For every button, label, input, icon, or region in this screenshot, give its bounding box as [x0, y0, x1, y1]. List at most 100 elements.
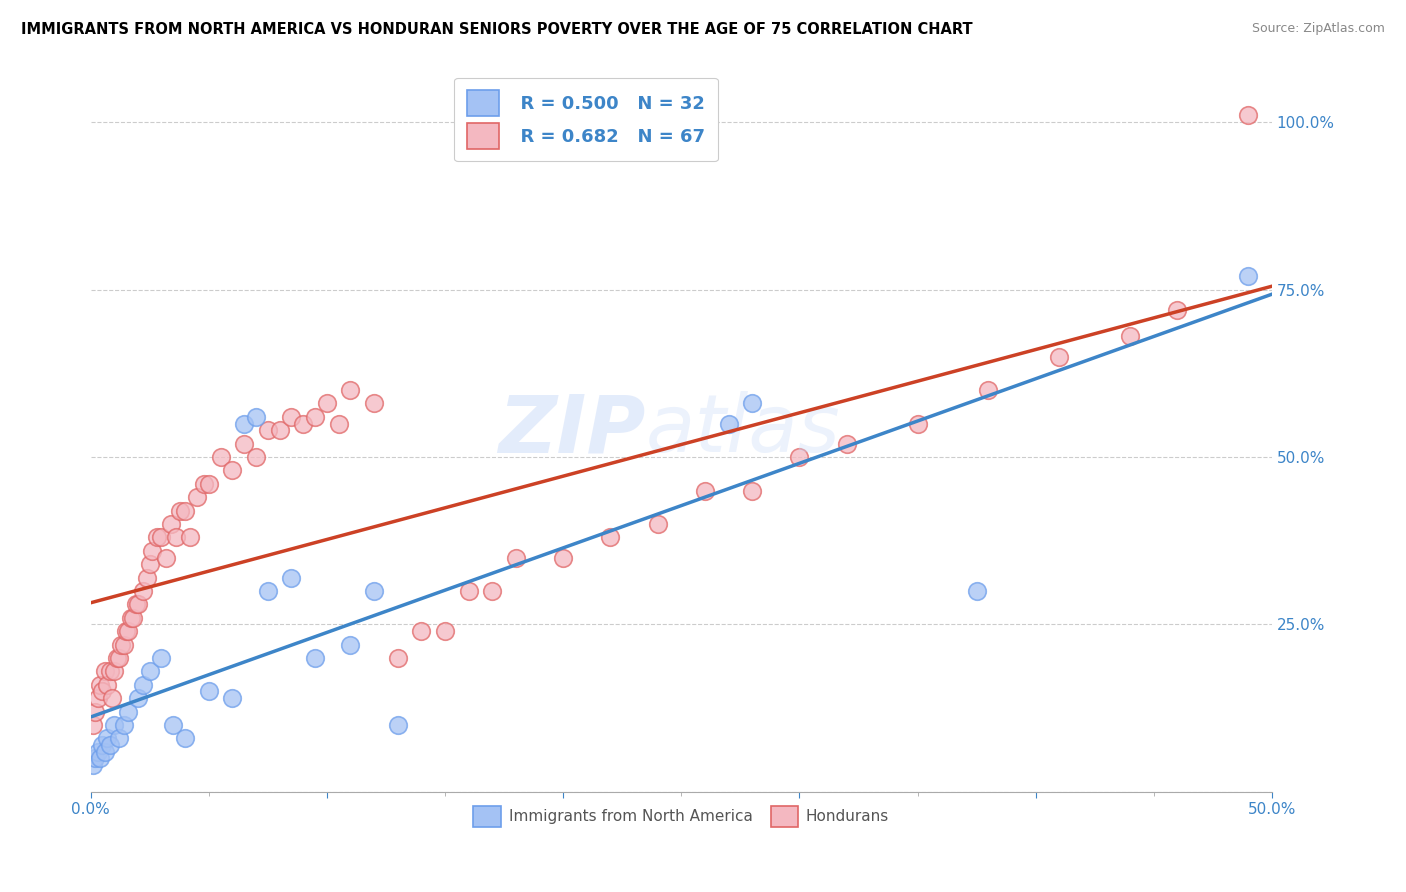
Point	[110, 638, 132, 652]
Point	[193, 476, 215, 491]
Point	[387, 718, 409, 732]
Point	[150, 651, 173, 665]
Point	[197, 476, 219, 491]
Point	[1047, 350, 1070, 364]
Point	[122, 611, 145, 625]
Point	[117, 624, 139, 639]
Point	[98, 738, 121, 752]
Point	[328, 417, 350, 431]
Point	[98, 665, 121, 679]
Point	[1119, 329, 1142, 343]
Point	[245, 409, 267, 424]
Point	[411, 624, 433, 639]
Point	[553, 550, 575, 565]
Point	[112, 718, 135, 732]
Point	[256, 584, 278, 599]
Point	[221, 691, 243, 706]
Point	[457, 584, 479, 599]
Text: IMMIGRANTS FROM NORTH AMERICA VS HONDURAN SENIORS POVERTY OVER THE AGE OF 75 COR: IMMIGRANTS FROM NORTH AMERICA VS HONDURA…	[21, 22, 973, 37]
Point	[131, 584, 153, 599]
Point	[174, 731, 197, 746]
Point	[138, 558, 160, 572]
Point	[108, 651, 131, 665]
Point	[94, 665, 117, 679]
Legend: Immigrants from North America, Hondurans: Immigrants from North America, Hondurans	[465, 798, 897, 835]
Point	[150, 530, 173, 544]
Point	[186, 490, 208, 504]
Point	[339, 383, 361, 397]
Point	[86, 745, 108, 759]
Point	[363, 584, 385, 599]
Point	[105, 651, 128, 665]
Point	[84, 705, 107, 719]
Point	[101, 691, 124, 706]
Point	[269, 423, 291, 437]
Point	[131, 678, 153, 692]
Point	[141, 544, 163, 558]
Point	[789, 450, 811, 464]
Point	[124, 598, 146, 612]
Point	[304, 651, 326, 665]
Point	[117, 705, 139, 719]
Point	[82, 758, 104, 772]
Point	[304, 409, 326, 424]
Point	[89, 678, 111, 692]
Point	[977, 383, 1000, 397]
Point	[169, 503, 191, 517]
Point	[174, 503, 197, 517]
Text: ZIP: ZIP	[499, 392, 645, 469]
Point	[91, 738, 114, 752]
Point	[387, 651, 409, 665]
Point	[89, 751, 111, 765]
Point	[84, 751, 107, 765]
Point	[145, 530, 167, 544]
Text: Source: ZipAtlas.com: Source: ZipAtlas.com	[1251, 22, 1385, 36]
Point	[835, 436, 858, 450]
Point	[120, 611, 142, 625]
Point	[233, 417, 256, 431]
Text: atlas: atlas	[645, 392, 841, 469]
Point	[127, 691, 149, 706]
Point	[233, 436, 256, 450]
Point	[717, 417, 740, 431]
Point	[292, 417, 315, 431]
Point	[136, 571, 159, 585]
Point	[160, 516, 183, 531]
Point	[315, 396, 337, 410]
Point	[112, 638, 135, 652]
Point	[138, 665, 160, 679]
Point	[115, 624, 138, 639]
Point	[103, 665, 125, 679]
Point	[245, 450, 267, 464]
Point	[165, 530, 187, 544]
Point	[82, 718, 104, 732]
Point	[162, 718, 184, 732]
Point	[434, 624, 457, 639]
Point	[280, 571, 302, 585]
Point	[339, 638, 361, 652]
Point	[1237, 269, 1260, 284]
Point	[505, 550, 527, 565]
Point	[94, 745, 117, 759]
Point	[179, 530, 201, 544]
Point	[907, 417, 929, 431]
Point	[741, 396, 763, 410]
Point	[209, 450, 232, 464]
Point	[96, 731, 118, 746]
Point	[599, 530, 621, 544]
Point	[363, 396, 385, 410]
Point	[91, 684, 114, 698]
Point	[197, 684, 219, 698]
Point	[966, 584, 988, 599]
Point	[86, 691, 108, 706]
Point	[1237, 108, 1260, 122]
Point	[256, 423, 278, 437]
Point	[155, 550, 177, 565]
Point	[96, 678, 118, 692]
Point	[741, 483, 763, 498]
Point	[1166, 302, 1188, 317]
Point	[280, 409, 302, 424]
Point	[221, 463, 243, 477]
Point	[103, 718, 125, 732]
Point	[647, 516, 669, 531]
